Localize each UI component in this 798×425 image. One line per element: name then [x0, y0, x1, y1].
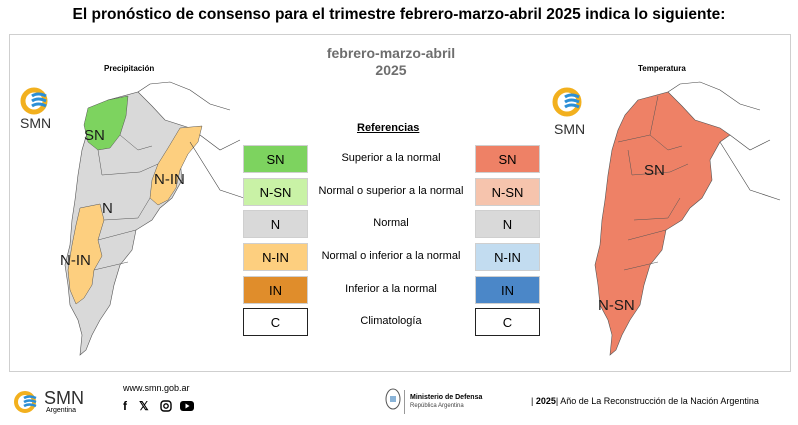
precip-chip: N: [243, 210, 308, 238]
temp-chip: N-SN: [475, 178, 540, 206]
period-title: febrero-marzo-abril 2025: [311, 45, 471, 79]
smn-logo-icon-right: [552, 87, 582, 117]
footer-divider: [404, 390, 405, 414]
precip-chip: SN: [243, 145, 308, 173]
facebook-icon[interactable]: f: [123, 399, 127, 413]
temp-chip: C: [475, 308, 540, 336]
smn-logo-text: SMN: [20, 115, 52, 131]
precip-chip: IN: [243, 276, 308, 304]
period-months: febrero-marzo-abril: [326, 45, 456, 61]
precip-chip: N-SN: [243, 178, 308, 206]
temp-chip: IN: [475, 276, 540, 304]
ministry-seal-icon: [385, 388, 401, 410]
temp-label-nsn: N-SN: [598, 297, 635, 314]
precip-chip: C: [243, 308, 308, 336]
precip-label-sn: SN: [84, 127, 105, 144]
temp-chip: N: [475, 210, 540, 238]
x-icon[interactable]: 𝕏: [139, 399, 149, 413]
reference-label: Superior a la normal: [341, 152, 441, 164]
precip-chip: N-IN: [243, 243, 308, 271]
temp-label-sn: SN: [644, 162, 665, 179]
reference-label: Normal o inferior a la normal: [321, 250, 461, 262]
year-motto: | 2025| Año de La Reconstrucción de la N…: [531, 396, 759, 406]
references-heading: Referencias: [357, 122, 420, 134]
reference-label: Climatología: [360, 315, 422, 327]
precip-map-title: Precipitación: [104, 64, 155, 73]
smn-footer-subtext: Argentina: [46, 407, 76, 414]
page-title: El pronóstico de consenso para el trimes…: [72, 6, 726, 23]
website-link[interactable]: www.smn.gob.ar: [123, 383, 190, 393]
smn-logo-icon: [20, 87, 48, 115]
period-year: 2025: [375, 62, 407, 78]
ministry-name: Ministerio de Defensa: [410, 394, 483, 401]
temp-chip: N-IN: [475, 243, 540, 271]
precipitation-map: SN N-IN N N-IN: [60, 81, 251, 356]
instagram-icon[interactable]: [160, 400, 172, 412]
smn-footer-text: SMN: [44, 388, 84, 408]
reference-label: Normal o superior a la normal: [318, 185, 464, 197]
year-bold: 2025: [535, 396, 556, 406]
reference-label: Inferior a la normal: [345, 283, 437, 295]
temp-map-title: Temperatura: [638, 64, 686, 73]
year-motto-text: Año de La Reconstrucción de la Nación Ar…: [560, 396, 759, 406]
temperature-map: SN N-SN: [594, 81, 781, 356]
precip-label-nin-w: N-IN: [60, 252, 91, 269]
smn-footer-logo-icon: [14, 391, 37, 413]
temp-chip: SN: [475, 145, 540, 173]
smn-logo-text-right: SMN: [554, 121, 586, 137]
reference-label: Normal: [373, 217, 409, 229]
precip-label-nin-ne: N-IN: [154, 171, 185, 188]
ministry-country: República Argentina: [410, 403, 464, 409]
precip-label-n: N: [102, 200, 113, 217]
youtube-icon[interactable]: [180, 401, 194, 411]
